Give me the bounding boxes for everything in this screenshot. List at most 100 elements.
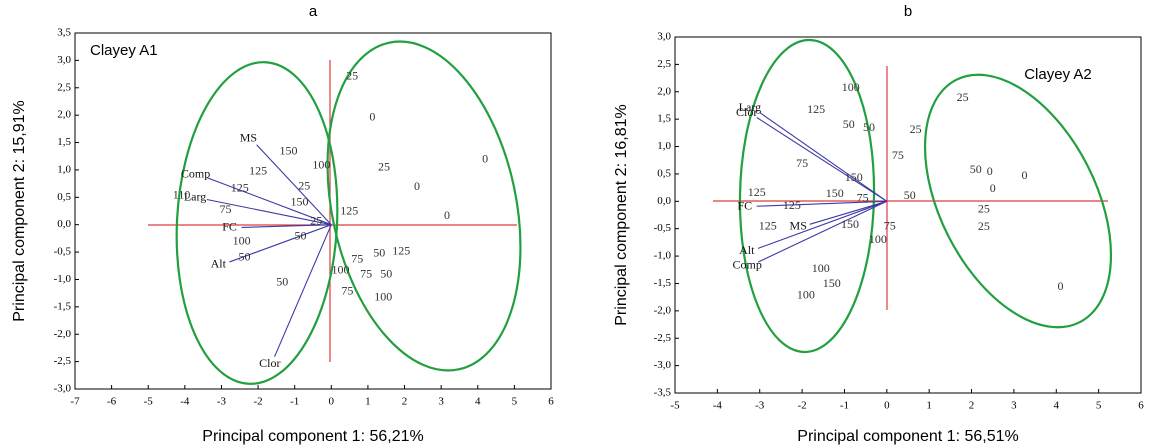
y-tick-label: -3,5 xyxy=(654,387,672,399)
y-tick-label: 0,0 xyxy=(657,195,671,207)
point-label: 25 xyxy=(978,201,990,215)
point-label: 125 xyxy=(759,218,777,232)
point-label: 100 xyxy=(312,157,330,171)
point-label: 150 xyxy=(845,170,863,184)
x-tick-label: 0 xyxy=(329,396,335,408)
point-label: 50 xyxy=(904,188,916,202)
x-tick-label: -3 xyxy=(217,396,227,408)
x-tick-label: 5 xyxy=(1096,400,1102,412)
plot-frame xyxy=(74,32,552,390)
point-label: 50 xyxy=(863,120,875,134)
point-label: 50 xyxy=(295,228,307,242)
vector-label: Comp xyxy=(181,167,210,181)
vector-label: Larg xyxy=(184,190,206,204)
point-label: 100 xyxy=(812,261,830,275)
point-label: 25 xyxy=(910,122,922,136)
annotation: Clayey A1 xyxy=(90,42,158,59)
point-label: 0 xyxy=(414,179,420,193)
point-label: 150 xyxy=(823,276,841,290)
point-label: 0 xyxy=(1058,279,1064,293)
point-label: 0 xyxy=(990,181,996,195)
x-tick-label: -5 xyxy=(144,396,154,408)
loading-vector xyxy=(757,200,888,249)
y-tick-label: 3,0 xyxy=(57,54,71,66)
loading-vector xyxy=(809,200,887,225)
loading-vector xyxy=(274,224,332,357)
x-tick-label: -2 xyxy=(253,396,262,408)
loading-vector xyxy=(206,177,332,226)
y-tick-label: -1,0 xyxy=(54,273,72,285)
point-label: 75 xyxy=(884,218,896,232)
point-label: 75 xyxy=(892,148,904,162)
x-axis-label: Principal component 1: 56,21% xyxy=(202,428,423,445)
x-tick-label: -2 xyxy=(798,400,807,412)
y-tick-label: -1,0 xyxy=(654,250,672,262)
y-tick-label: 0,5 xyxy=(57,191,71,203)
point-label: 50 xyxy=(239,249,251,263)
point-label: 150 xyxy=(290,195,308,209)
loading-vector xyxy=(756,117,888,202)
x-tick-label: 2 xyxy=(402,396,408,408)
y-tick-label: -1,5 xyxy=(654,277,672,289)
point-label: 150 xyxy=(841,217,859,231)
y-tick-label: -3,0 xyxy=(54,383,72,395)
point-label: 75 xyxy=(219,202,231,216)
point-label: 150 xyxy=(826,186,844,200)
point-label: 50 xyxy=(276,274,288,288)
vector-label: MS xyxy=(790,218,807,232)
loading-vector xyxy=(229,224,332,263)
vector-label: Larg xyxy=(739,100,761,114)
y-tick-label: -1,5 xyxy=(54,300,72,312)
x-tick-label: -4 xyxy=(713,400,723,412)
y-tick-label: 1,5 xyxy=(57,136,71,148)
y-axis-label: Principal component 2: 15,91% xyxy=(11,100,28,321)
vector-label: Alt xyxy=(211,256,227,270)
point-label: 25 xyxy=(310,214,322,228)
reference-lines xyxy=(148,60,1108,362)
x-tick-label: 1 xyxy=(926,400,932,412)
x-tick-label: 0 xyxy=(884,400,890,412)
vector-label: Clor xyxy=(736,105,757,119)
y-tick-label: -2,0 xyxy=(654,304,672,316)
y-axis-label: Principal component 2: 16,81% xyxy=(613,104,630,325)
point-label: 25 xyxy=(378,159,390,173)
point-label: 0 xyxy=(987,164,993,178)
y-tick-label: 3,0 xyxy=(657,31,671,43)
x-tick-label: 4 xyxy=(475,396,481,408)
point-label: 0 xyxy=(482,151,488,165)
vector-label: Alt xyxy=(739,243,755,257)
point-label: 0 xyxy=(444,208,450,222)
group-ellipse xyxy=(923,73,1113,329)
y-tick-label: 2,0 xyxy=(57,109,71,121)
y-tick-label: -2,5 xyxy=(54,355,72,367)
panel-title: b xyxy=(904,3,912,20)
loading-vector xyxy=(759,112,888,202)
vector-label: FC xyxy=(737,198,752,212)
point-label: 125 xyxy=(748,185,766,199)
point-label: 100 xyxy=(869,232,887,246)
point-label: 150 xyxy=(279,144,297,158)
y-tick-label: 2,5 xyxy=(657,58,671,70)
x-tick-label: -5 xyxy=(670,400,680,412)
x-tick-label: 3 xyxy=(1011,400,1017,412)
x-tick-label: -7 xyxy=(70,396,80,408)
x-tick-label: -6 xyxy=(107,396,117,408)
point-label: 25 xyxy=(346,69,358,83)
loading-vector xyxy=(256,144,332,226)
x-axis-label: Principal component 1: 56,51% xyxy=(797,428,1018,445)
y-tick-label: 1,5 xyxy=(657,113,671,125)
point-label: 125 xyxy=(783,198,801,212)
point-label: 0 xyxy=(1022,168,1028,182)
point-label: 25 xyxy=(978,219,990,233)
point-label: 75 xyxy=(857,190,869,204)
point-label: 125 xyxy=(249,163,267,177)
y-tick-label: 1,0 xyxy=(657,140,671,152)
x-tick-label: -1 xyxy=(290,396,299,408)
point-label: 125 xyxy=(807,102,825,116)
vector-label: MS xyxy=(240,131,257,145)
vector-label: FC xyxy=(222,219,237,233)
loading-vector xyxy=(206,198,332,226)
point-label: 75 xyxy=(360,266,372,280)
x-tick-label: 2 xyxy=(969,400,975,412)
x-tick-label: 5 xyxy=(512,396,518,408)
